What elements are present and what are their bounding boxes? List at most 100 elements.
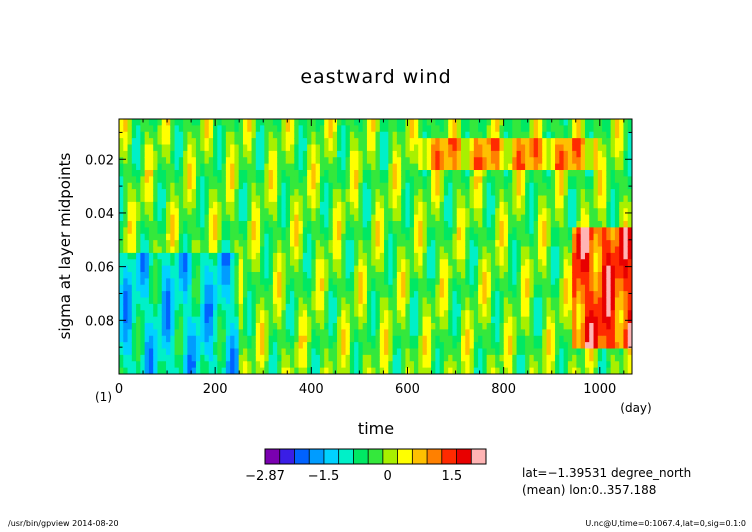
heatmap-cell	[290, 157, 295, 165]
heatmap-cell	[148, 291, 154, 299]
heatmap-cell	[148, 246, 154, 254]
heatmap-cell	[567, 125, 573, 133]
heatmap-cell	[559, 240, 565, 248]
heatmap-cell	[580, 272, 586, 279]
heatmap-cell	[499, 246, 505, 254]
heatmap-cell	[140, 176, 146, 184]
heatmap-cell	[191, 201, 197, 209]
heatmap-cell	[277, 176, 283, 184]
heatmap-cell	[285, 144, 291, 152]
heatmap-cell	[375, 265, 381, 273]
heatmap-cell	[200, 233, 206, 241]
heatmap-cell	[332, 342, 338, 350]
heatmap-cell	[546, 329, 552, 337]
heatmap-cell	[606, 265, 612, 273]
heatmap-cell	[478, 284, 483, 292]
heatmap-cell	[614, 201, 620, 209]
heatmap-cell	[426, 297, 432, 305]
heatmap-cell	[230, 125, 236, 133]
heatmap-cell	[593, 221, 599, 228]
heatmap-cell	[448, 170, 454, 177]
heatmap-cell	[602, 246, 607, 254]
heatmap-cell	[563, 323, 569, 330]
heatmap-cell	[354, 221, 360, 228]
heatmap-cell	[251, 163, 257, 171]
heatmap-cell	[200, 221, 206, 228]
heatmap-cell	[242, 361, 248, 369]
heatmap-cell	[238, 259, 244, 267]
heatmap-cell	[119, 348, 124, 356]
heatmap-cell	[443, 125, 449, 133]
heatmap-cell	[546, 170, 552, 177]
heatmap-cell	[148, 131, 154, 139]
colorbar-tick-label: −1.5	[308, 469, 340, 484]
heatmap-cell	[490, 361, 496, 369]
colorbar-swatch	[441, 449, 457, 464]
heatmap-cell	[512, 354, 518, 362]
heatmap-cell	[153, 329, 159, 337]
heatmap-cell	[272, 303, 278, 311]
heatmap-cell	[238, 342, 244, 350]
heatmap-cell	[349, 195, 355, 203]
heatmap-cell	[435, 310, 441, 318]
heatmap-cell	[123, 240, 129, 248]
heatmap-cell	[439, 119, 445, 126]
heatmap-cell	[520, 367, 526, 374]
heatmap-cell	[324, 195, 330, 203]
heatmap-cell	[422, 150, 428, 158]
heatmap-cell	[264, 354, 270, 362]
heatmap-cell	[597, 208, 603, 216]
heatmap-cell	[508, 310, 513, 318]
heatmap-cell	[225, 354, 231, 362]
heatmap-cell	[512, 201, 518, 209]
heatmap-cell	[443, 150, 449, 158]
heatmap-cell	[550, 138, 556, 146]
heatmap-cell	[409, 138, 415, 146]
heatmap-cell	[572, 303, 578, 311]
heatmap-cell	[349, 170, 355, 177]
heatmap-cell	[375, 297, 381, 305]
heatmap-cell	[486, 201, 492, 209]
heatmap-cell	[251, 208, 257, 216]
heatmap-cell	[619, 119, 625, 126]
heatmap-cell	[161, 208, 167, 216]
heatmap-cell	[349, 240, 355, 248]
heatmap-cell	[375, 335, 381, 343]
heatmap-cell	[366, 144, 372, 152]
heatmap-cell	[234, 182, 240, 190]
heatmap-cell	[341, 265, 347, 273]
heatmap-cell	[153, 291, 159, 299]
heatmap-cell	[131, 259, 137, 267]
heatmap-cell	[473, 329, 479, 337]
heatmap-cell	[161, 157, 167, 165]
heatmap-cell	[409, 335, 415, 343]
heatmap-cell	[238, 265, 244, 273]
heatmap-cell	[281, 303, 287, 311]
heatmap-cell	[525, 221, 531, 228]
heatmap-cell	[606, 240, 612, 248]
heatmap-cell	[495, 119, 501, 126]
heatmap-cell	[302, 323, 308, 330]
heatmap-cell	[392, 131, 398, 139]
heatmap-cell	[576, 348, 582, 356]
heatmap-cell	[409, 272, 415, 279]
heatmap-cell	[234, 342, 240, 350]
heatmap-cell	[166, 150, 171, 158]
heatmap-cell	[332, 361, 338, 369]
heatmap-cell	[307, 119, 312, 126]
heatmap-cell	[456, 354, 462, 362]
heatmap-cell	[251, 272, 257, 279]
heatmap-cell	[482, 240, 488, 248]
heatmap-cell	[260, 233, 265, 241]
heatmap-cell	[311, 278, 317, 286]
heatmap-cell	[490, 144, 496, 152]
heatmap-cell	[127, 131, 133, 139]
heatmap-cell	[123, 195, 129, 203]
heatmap-cell	[443, 291, 449, 299]
heatmap-cell	[140, 259, 146, 267]
heatmap-cell	[153, 233, 159, 241]
heatmap-cell	[589, 342, 595, 350]
heatmap-cell	[542, 367, 548, 374]
heatmap-cell	[217, 329, 223, 337]
heatmap-cell	[324, 125, 330, 133]
